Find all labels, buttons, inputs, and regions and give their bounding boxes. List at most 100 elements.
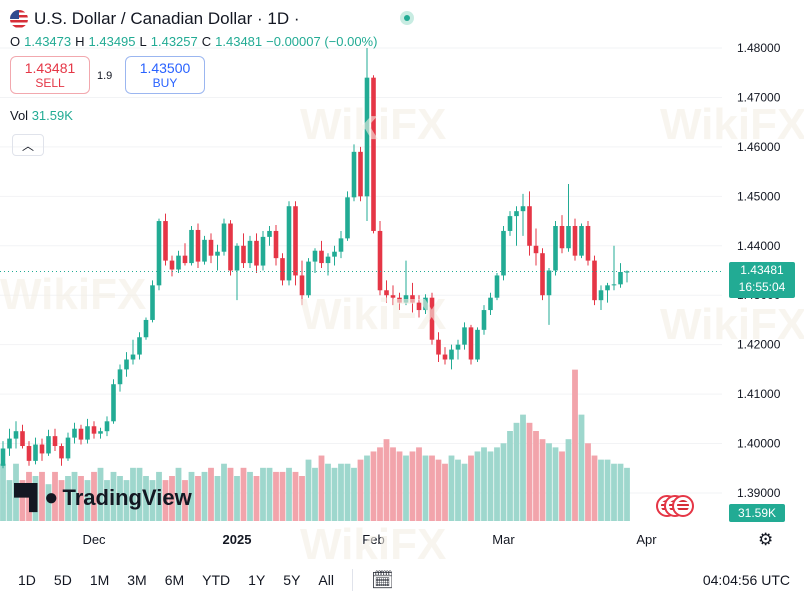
volume-bar (357, 459, 364, 521)
candle-body (449, 349, 454, 360)
candle-body (254, 240, 259, 266)
volume-bar (78, 476, 84, 521)
symbol-title[interactable]: U.S. Dollar / Canadian Dollar · 1D · (34, 9, 300, 28)
volume-bar (188, 471, 195, 521)
timeframe-ytd[interactable]: YTD (202, 572, 231, 588)
volume-bar (370, 451, 377, 521)
timeframe-5d[interactable]: 5D (53, 572, 72, 588)
us-ca-flag-icon (10, 10, 28, 28)
tradingview-mark-icon: ▀▌● (14, 484, 58, 511)
candle-body (78, 428, 84, 440)
volume-bar (175, 467, 182, 521)
price-tick-label: 1.47000 (737, 90, 781, 104)
candle-body (150, 285, 155, 320)
volume-bar (364, 455, 370, 521)
volume-bar (624, 467, 630, 521)
candle-body (585, 226, 591, 261)
timeframe-3m[interactable]: 3M (127, 572, 147, 588)
economic-event-icon[interactable] (672, 495, 694, 517)
volume-bar (338, 463, 344, 521)
volume-bar (65, 476, 71, 521)
volume-bar (533, 431, 539, 521)
sell-button[interactable]: 1.43481 SELL (10, 56, 90, 94)
timeframe-6m[interactable]: 6M (164, 572, 185, 588)
volume-bars (0, 369, 630, 521)
sell-label: SELL (35, 76, 65, 90)
timeframe-all[interactable]: All (318, 572, 334, 588)
candle-body (124, 359, 129, 370)
volume-bar (318, 455, 325, 521)
candle-body (241, 245, 246, 264)
candle-body (572, 226, 578, 256)
price-tick-label: 1.42000 (737, 338, 781, 352)
last-price-tag: 1.43481 16:55:04 (729, 262, 795, 298)
spread-value: 1.9 (97, 70, 113, 82)
ohlc-close: 1.43481 (215, 34, 263, 49)
timeframe-1m[interactable]: 1M (89, 572, 110, 588)
volume-bar (130, 467, 136, 521)
ohlc-change: −0.00007 (−0.00%) (266, 34, 378, 49)
volume-bar (331, 467, 338, 521)
volume-bar (299, 476, 305, 521)
time-tick-label: Mar (492, 532, 515, 547)
volume-bar (91, 471, 97, 521)
price-tick-label: 1.41000 (737, 387, 781, 401)
candle-body (7, 438, 12, 449)
candle-body (345, 197, 350, 239)
price-axis[interactable]: 1.480001.470001.460001.450001.440001.430… (737, 41, 781, 500)
volume-bar (559, 451, 565, 521)
price-tick-label: 1.45000 (737, 189, 781, 203)
ohlc-open-key: O (10, 34, 21, 49)
volume-bar (578, 414, 585, 521)
collapse-legend-button[interactable]: ︿ (12, 134, 44, 156)
tradingview-logo[interactable]: ▀▌● TradingView (14, 484, 192, 512)
volume-bar (377, 447, 383, 521)
buy-button[interactable]: 1.43500 BUY (125, 56, 205, 94)
candle-body (442, 354, 448, 360)
candle-body (182, 255, 188, 264)
price-tick-label: 1.44000 (737, 239, 781, 253)
volume-bar (416, 447, 422, 521)
volume-bar (6, 480, 13, 521)
volume-bar (448, 455, 455, 521)
volume-bar (494, 447, 500, 521)
volume-bar (604, 459, 611, 521)
candle-body (221, 223, 227, 252)
calendar-goto-icon[interactable]: 🗓 (370, 569, 394, 590)
candle-body (553, 226, 558, 271)
time-axis[interactable]: Dec 2025 Feb Mar Apr (82, 532, 657, 547)
gear-icon[interactable]: ⚙ (758, 530, 774, 549)
volume-bar (266, 467, 273, 521)
volume-bar (611, 463, 617, 521)
candle-body (468, 327, 474, 360)
timeframe-5y[interactable]: 5Y (283, 572, 301, 588)
candle-body (332, 251, 337, 257)
candle-body (234, 245, 240, 271)
volume-bar (273, 471, 279, 521)
candle-body (293, 206, 298, 276)
volume-bar (201, 471, 208, 521)
utc-clock[interactable]: 04:04:56 UTC (702, 572, 790, 588)
volume-bar (221, 463, 227, 521)
toolbar-divider (351, 569, 353, 591)
candle-body (403, 295, 409, 303)
timeframe-1y[interactable]: 1Y (248, 572, 266, 588)
volume-bar (481, 447, 487, 521)
candle-body (501, 230, 506, 276)
candle-body (195, 229, 201, 262)
candle-body (286, 206, 292, 281)
volume-bar (26, 471, 32, 521)
timeframe-1d[interactable]: 1D (18, 572, 36, 588)
candle-body (338, 238, 344, 252)
candle-body (598, 290, 604, 301)
time-tick-label: 2025 (223, 532, 252, 547)
volume-bar (409, 451, 416, 521)
symbol-header[interactable]: U.S. Dollar / Canadian Dollar · 1D · (10, 8, 299, 30)
candle-body (104, 421, 110, 432)
candle-body (397, 297, 402, 303)
volume-bar (507, 431, 513, 521)
volume-bar (461, 463, 468, 521)
candle-body (143, 319, 149, 338)
candle-body (462, 327, 467, 345)
